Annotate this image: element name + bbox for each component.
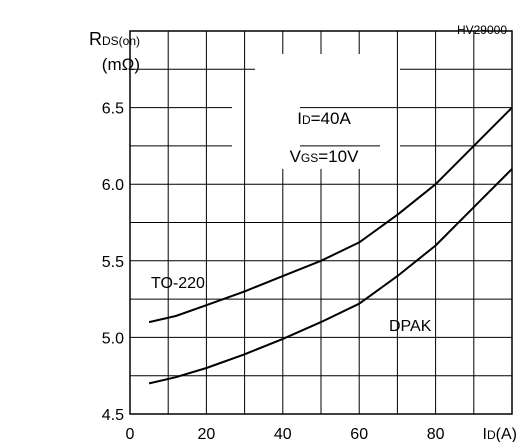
plot-frame [129,30,513,415]
y-axis-unit: (mΩ) [102,55,140,74]
tick-labels: 4.5 5.0 5.5 6.0 6.5 0 20 40 60 80 [102,101,445,442]
annotation-voltage: VGS=10V [290,147,360,166]
x-axis-label: ID(A) [483,426,517,442]
series-line-dpak [148,168,513,385]
figure-code: HV29000 [457,23,507,37]
annotation-current: ID=40A [297,109,351,128]
series-label-to220: TO-220 [151,275,205,292]
grid [129,30,513,415]
y-axis-label: RDS(on) [89,29,140,49]
y-tick-label: 6.5 [102,101,124,118]
series-line-to220 [148,106,513,324]
y-tick-label: 6.0 [102,177,124,194]
x-tick-label: 40 [274,426,292,442]
series-label-dpak: DPAK [389,318,432,335]
curves [148,106,513,385]
x-tick-label: 20 [198,426,216,442]
x-tick-label: 0 [126,426,135,442]
y-tick-label: 5.5 [102,254,124,271]
x-tick-label: 60 [350,426,368,442]
y-tick-label: 5.0 [102,330,124,347]
x-tick-label: 80 [427,426,445,442]
y-tick-label: 4.5 [102,407,124,424]
